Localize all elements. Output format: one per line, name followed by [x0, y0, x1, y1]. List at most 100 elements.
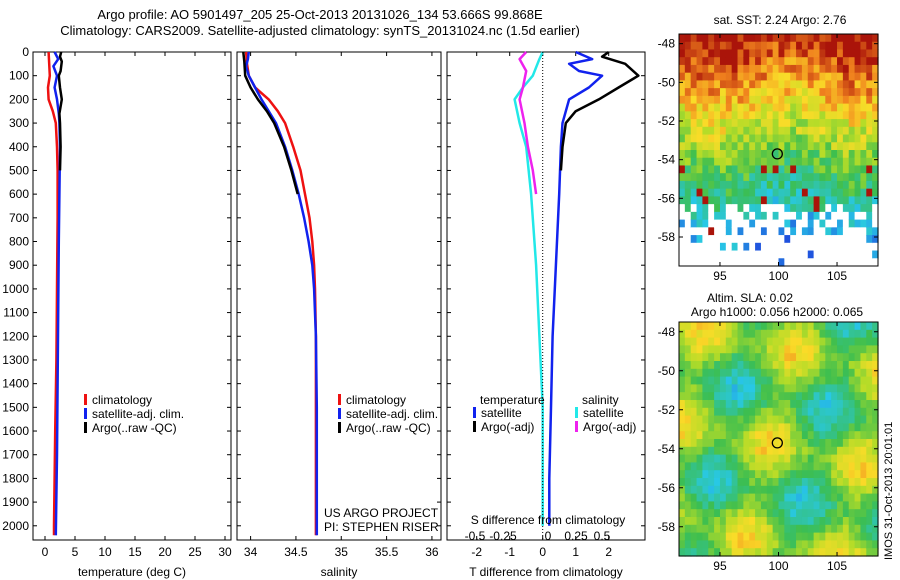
map-cell: [679, 493, 686, 502]
map-cell: [796, 57, 803, 66]
map-cell: [854, 142, 862, 151]
map-cell: [708, 103, 715, 112]
map-cell: [760, 517, 768, 526]
map-cell: [731, 103, 739, 112]
map-cell: [719, 446, 727, 456]
map-cell: [714, 64, 721, 74]
map-cell: [837, 80, 844, 89]
map-cell: [772, 524, 780, 534]
map-cell: [848, 103, 856, 112]
map-cell: [725, 392, 733, 401]
map-cell: [778, 415, 785, 424]
map-cell: [743, 180, 750, 190]
map-cell: [796, 368, 803, 378]
map-cell: [708, 485, 715, 495]
x-tick-label: 20: [158, 545, 172, 559]
map-cell: [731, 532, 739, 541]
map-cell: [872, 219, 879, 228]
map-cell: [807, 57, 815, 66]
map-cell: [737, 72, 744, 81]
map-cell: [684, 211, 692, 221]
map-cell: [755, 462, 762, 471]
map-cell: [725, 337, 733, 346]
map-cell: [837, 361, 844, 370]
map-cell: [743, 462, 750, 471]
map-cell: [737, 415, 744, 424]
map-cell: [766, 64, 774, 74]
map-cell: [731, 211, 739, 221]
map-cell: [778, 532, 785, 541]
map-cell: [679, 384, 686, 393]
map-cell: [842, 119, 850, 128]
map-cell: [679, 361, 686, 370]
map-cell: [719, 368, 727, 378]
map-cell: [766, 88, 774, 97]
map-cell: [778, 322, 785, 331]
map-cell: [784, 196, 791, 205]
map-cell: [854, 204, 862, 213]
map-cell: [749, 34, 756, 43]
map-cell: [784, 57, 791, 66]
map-cell: [690, 407, 698, 417]
map-cell: [790, 423, 797, 432]
map-cell: [866, 329, 873, 339]
map-cell: [778, 49, 785, 58]
map-cell: [766, 540, 774, 549]
legend-header-temperature: temperature: [480, 393, 545, 407]
map-cell: [790, 150, 797, 159]
map-cell: [696, 142, 704, 151]
map-cell: [737, 188, 744, 197]
map-cell: [866, 322, 873, 331]
map-cell: [825, 103, 832, 112]
map-cell: [766, 219, 774, 228]
map-cell: [860, 258, 867, 267]
map-cell: [743, 188, 750, 197]
map-cell: [743, 407, 750, 417]
map-cell: [819, 415, 826, 424]
map-cell: [719, 150, 727, 159]
map-cell: [807, 431, 815, 440]
map-cell: [760, 196, 768, 205]
map-cell: [737, 423, 744, 432]
map-cell: [737, 392, 744, 401]
map-cell: [696, 470, 704, 479]
map-cell: [702, 376, 709, 385]
map-cell: [784, 431, 791, 440]
map-cell: [749, 242, 756, 252]
map-cell: [684, 400, 692, 409]
map-cell: [831, 376, 838, 385]
map-cell: [854, 80, 862, 89]
map-cell: [784, 165, 791, 174]
map-cell: [837, 392, 844, 401]
map-cell: [796, 400, 803, 409]
map-cell: [679, 126, 686, 136]
y-tick-label: 1000: [2, 282, 29, 296]
map-cell: [755, 103, 762, 112]
map-cell: [790, 235, 797, 244]
annotation-project: US ARGO PROJECT: [324, 506, 439, 520]
map-cell: [790, 353, 797, 362]
map-cell: [737, 142, 744, 151]
map-cell: [790, 485, 797, 495]
map-cell: [679, 517, 686, 526]
map-cell: [813, 134, 821, 143]
map-cell: [790, 384, 797, 393]
map-cell: [743, 493, 750, 502]
map-cell: [755, 376, 762, 385]
map-cell: [743, 34, 750, 43]
map-cell: [702, 49, 709, 58]
map-cell: [825, 540, 832, 549]
map-cell: [684, 204, 692, 213]
map-cell: [696, 34, 704, 43]
map-cell: [772, 227, 780, 236]
map-cell: [848, 134, 856, 143]
map-cell: [719, 165, 727, 174]
map-cell: [796, 446, 803, 456]
map-cell: [684, 227, 692, 236]
map-cell: [801, 431, 809, 440]
map-cell: [854, 384, 862, 393]
map-cell: [743, 368, 750, 378]
map-cell: [755, 470, 762, 479]
map-cell: [690, 150, 698, 159]
map-cell: [778, 235, 785, 244]
